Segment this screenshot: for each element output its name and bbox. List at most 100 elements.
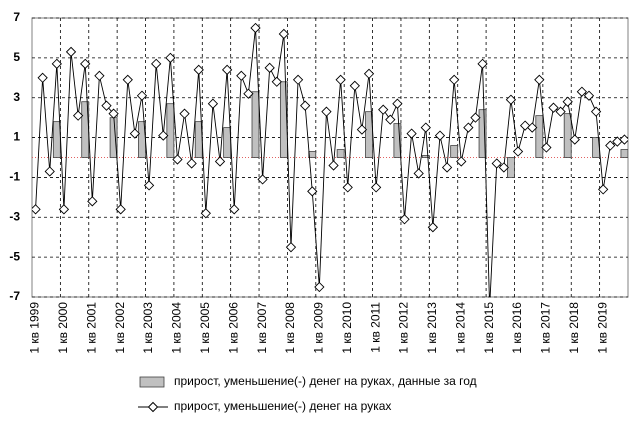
marker — [498, 162, 509, 173]
marker — [605, 140, 616, 151]
marker — [207, 98, 219, 109]
marker — [314, 281, 325, 293]
marker — [129, 128, 141, 139]
marker — [37, 72, 48, 83]
marker — [349, 80, 360, 91]
bar — [450, 145, 459, 158]
bar — [52, 121, 61, 158]
y-tick-label: -1 — [9, 170, 20, 184]
x-tick-label: 1 кв 2006 — [226, 302, 240, 354]
bar — [563, 113, 572, 158]
legend-swatch — [139, 376, 165, 388]
marker — [370, 182, 382, 193]
marker — [165, 52, 176, 63]
x-tick-label: 1 кв 2018 — [567, 302, 581, 354]
marker — [108, 108, 119, 119]
marker — [58, 204, 70, 215]
x-tick-label: 1 кв 1999 — [28, 302, 42, 354]
y-tick-label: -7 — [9, 289, 20, 303]
marker — [87, 196, 98, 207]
x-tick-label: 1 кв 2004 — [170, 302, 184, 354]
marker — [179, 108, 190, 119]
marker — [378, 104, 389, 115]
marker — [619, 134, 628, 145]
x-tick-label: 1 кв 2011 — [368, 302, 382, 353]
series-layer — [32, 22, 628, 297]
y-tick-label: -3 — [9, 209, 20, 223]
x-tick-label: 1 кв 2016 — [510, 302, 524, 354]
x-tick-label: 1 кв 2015 — [482, 302, 496, 354]
marker — [406, 128, 417, 139]
y-tick-label: 5 — [13, 50, 20, 64]
bar — [279, 81, 288, 158]
marker — [505, 94, 517, 105]
marker — [158, 130, 169, 141]
bar — [393, 123, 402, 158]
legend-label: прирост, уменьшение(-) денег на руках, д… — [174, 374, 477, 388]
marker — [250, 22, 261, 34]
marker — [413, 168, 424, 179]
bar — [478, 109, 487, 158]
x-tick-label: 1 кв 2014 — [453, 302, 467, 354]
x-tick-label: 1 кв 2019 — [595, 302, 609, 354]
x-tick-label: 1 кв 2005 — [198, 302, 212, 354]
marker — [328, 160, 339, 171]
marker — [399, 214, 410, 225]
y-tick-label: 3 — [13, 90, 20, 104]
marker — [534, 74, 545, 85]
marker — [491, 158, 502, 169]
marker — [427, 222, 439, 233]
y-tick-label: 7 — [13, 10, 20, 24]
marker — [342, 182, 353, 193]
marker — [278, 28, 290, 40]
marker — [441, 162, 453, 173]
marker — [356, 124, 368, 135]
marker — [321, 106, 332, 117]
marker — [285, 242, 297, 253]
bar — [535, 115, 544, 158]
marker — [229, 204, 240, 215]
legend-label: прирост, уменьшение(-) денег на руках — [174, 399, 391, 413]
x-tick-label: 1 кв 2001 — [84, 302, 98, 354]
marker — [300, 100, 311, 111]
marker — [420, 122, 431, 133]
marker — [65, 46, 77, 58]
bar — [421, 155, 430, 158]
marker — [527, 122, 538, 133]
marker — [44, 166, 55, 177]
marker — [292, 74, 304, 85]
marker — [115, 204, 126, 215]
marker — [392, 98, 403, 109]
marker — [136, 90, 148, 101]
marker — [569, 134, 580, 145]
bar — [251, 91, 260, 158]
marker — [243, 88, 254, 99]
marker — [335, 74, 346, 85]
x-tick-label: 1 кв 2003 — [141, 302, 155, 354]
y-tick-label: -5 — [9, 249, 20, 263]
marker — [101, 100, 112, 111]
x-tick-label: 1 кв 2012 — [397, 302, 411, 354]
x-tick-label: 1 кв 2009 — [312, 302, 326, 354]
x-tick-label: 1 кв 2000 — [56, 302, 70, 354]
x-tick-label: 1 кв 2013 — [425, 302, 439, 354]
marker — [456, 156, 467, 167]
marker — [512, 146, 524, 157]
marker — [307, 186, 318, 197]
marker — [541, 142, 552, 153]
marker — [434, 130, 446, 141]
marker — [271, 76, 282, 87]
marker — [598, 184, 609, 195]
marker — [186, 158, 197, 169]
marker — [221, 64, 233, 75]
legend-swatch — [147, 401, 159, 413]
bar — [336, 149, 345, 158]
marker — [385, 114, 396, 125]
bar — [223, 127, 232, 158]
x-tick-label: 1 кв 2002 — [113, 302, 127, 354]
marker — [72, 110, 84, 121]
marker — [143, 180, 155, 191]
marker — [363, 68, 375, 79]
marker — [214, 156, 226, 167]
